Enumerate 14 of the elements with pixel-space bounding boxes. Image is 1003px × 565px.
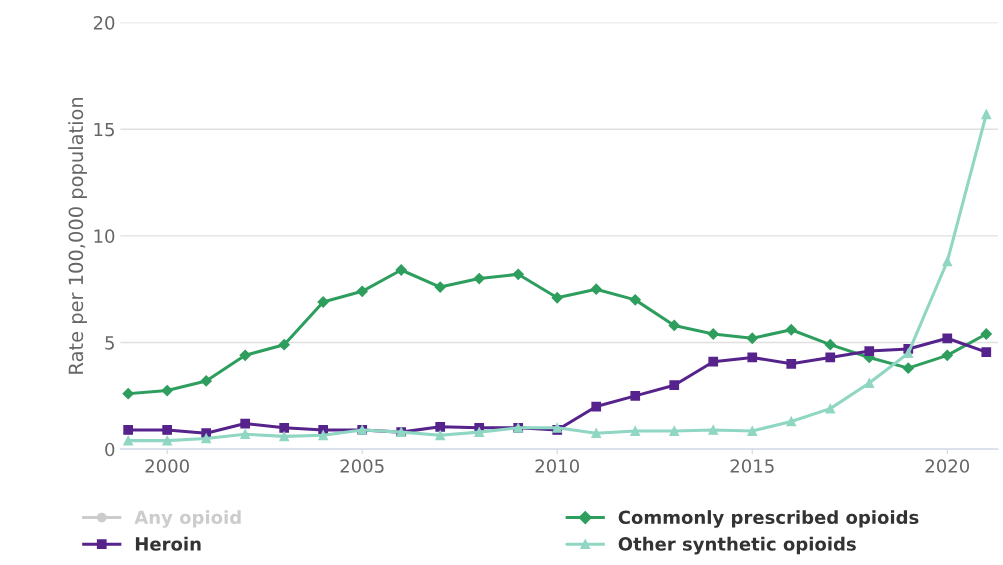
y-tick-label: 5 <box>105 336 114 350</box>
x-tick-label: 2010 <box>535 459 579 473</box>
y-tick-label: 15 <box>94 122 114 137</box>
x-tick-label: 2020 <box>925 459 970 473</box>
y-tick-label: 20 <box>93 16 115 30</box>
y-tick-label: 0 <box>105 442 115 457</box>
y-axis-title: Rate per 100,000 population <box>68 97 87 374</box>
legend-label: Other synthetic opioids <box>618 536 856 555</box>
x-tick-label: 2005 <box>340 459 384 473</box>
x-tick-label: 2000 <box>145 459 189 473</box>
y-tick-label: 10 <box>94 229 115 243</box>
x-tick-label: 2015 <box>730 459 774 473</box>
legend-label: Heroin <box>135 536 201 551</box>
legend-label: Commonly prescribed opioids <box>618 510 919 528</box>
